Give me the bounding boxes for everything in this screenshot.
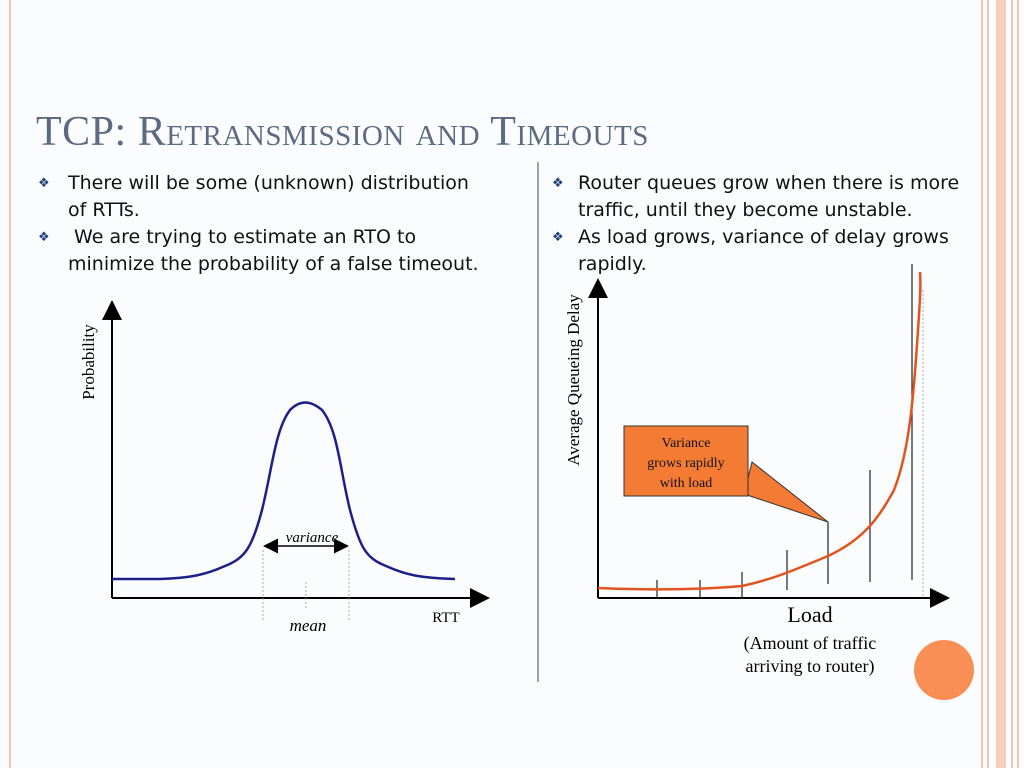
callout-line: Variance: [662, 436, 711, 451]
bullet-line: traffic, until they become unstable.: [578, 199, 913, 221]
slide-title: TCP: Retransmission and Timeouts: [36, 109, 649, 155]
mean-label: mean: [290, 616, 327, 635]
diamond-bullet-icon: ❖: [552, 176, 564, 191]
x-axis-label: Load: [787, 602, 832, 627]
bullet-item: ❖ There will be some (unknown) distribut…: [34, 170, 539, 224]
x-axis-label: RTT: [432, 610, 459, 626]
bullet-item: ❖ As load grows, variance of delay grows…: [548, 224, 1018, 278]
distribution-curve: [112, 401, 456, 581]
bullet-line: rapidly.: [578, 253, 647, 275]
bullet-item: ❖ We are trying to estimate an RTO to mi…: [34, 224, 539, 278]
diamond-bullet-icon: ❖: [38, 176, 50, 191]
right-bullet-list: ❖ Router queues grow when there is more …: [548, 170, 1018, 278]
diamond-bullet-icon: ❖: [38, 230, 50, 245]
diamond-bullet-icon: ❖: [552, 230, 564, 245]
x-axis-sublabel: (Amount of traffic: [744, 633, 877, 654]
bullet-line: As load grows, variance of delay grows: [578, 226, 949, 248]
x-axis-sublabel: arriving to router): [746, 656, 875, 677]
bullet-line: minimize the probability of a false time…: [68, 253, 479, 275]
callout-box: [623, 425, 749, 497]
callout: Variance grows rapidly with load: [623, 425, 829, 523]
bullet-line: There will be some (unknown) distributio…: [68, 172, 469, 194]
bullet-line: Router queues grow when there is more: [578, 172, 960, 194]
y-axis-label: Average Queueing Delay: [564, 294, 583, 466]
callout-line: with load: [660, 476, 713, 491]
bullet-item: ❖ Router queues grow when there is more …: [548, 170, 1018, 224]
bullet-line: of RTTs.: [68, 199, 140, 221]
delay-curve: [597, 271, 922, 591]
callout-line: grows rapidly: [647, 456, 724, 471]
left-bullet-list: ❖ There will be some (unknown) distribut…: [34, 170, 539, 278]
y-axis-label: Probability: [79, 324, 98, 400]
bullet-line: We are trying to estimate an RTO to: [68, 226, 417, 248]
variance-label: variance: [286, 530, 339, 546]
